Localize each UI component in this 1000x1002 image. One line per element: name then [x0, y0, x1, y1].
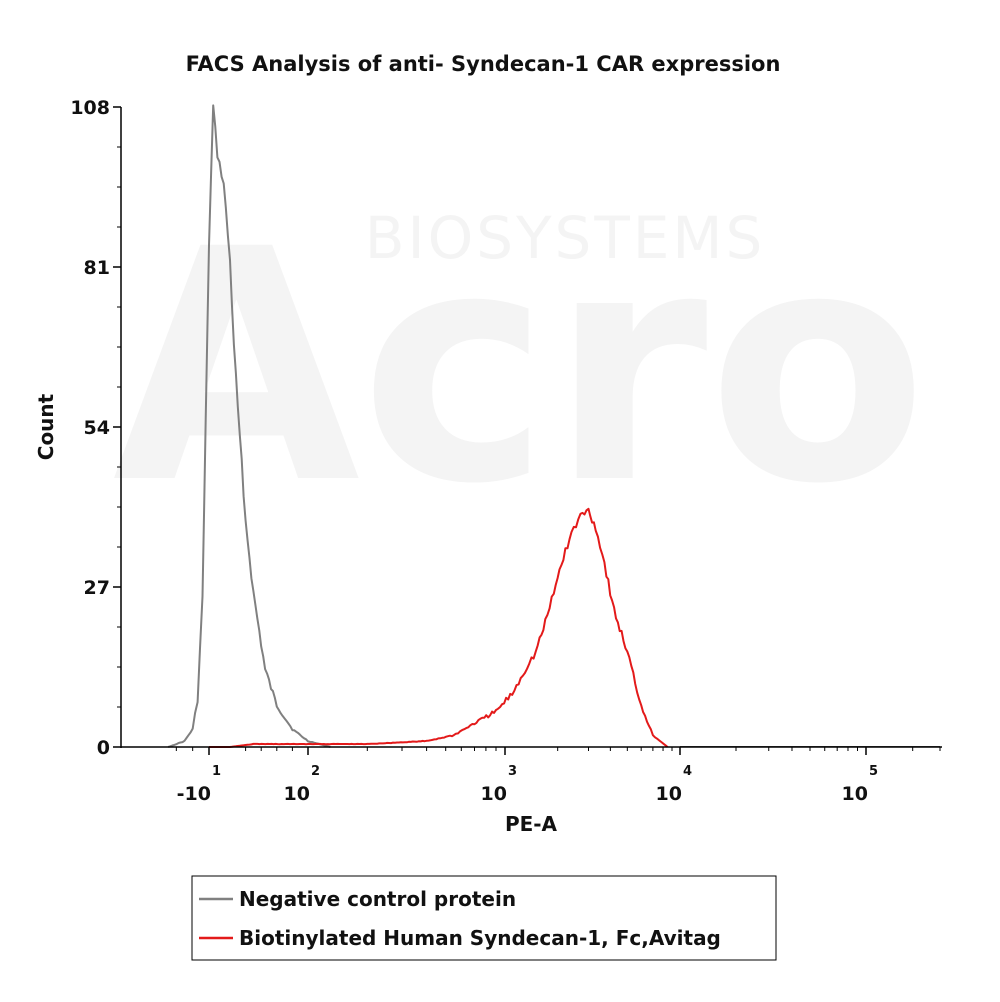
- y-tick-label: 81: [84, 257, 110, 279]
- x-tick-exponent: 5: [869, 764, 878, 779]
- y-ticks: 0 27 54 81 108: [70, 97, 121, 759]
- y-tick-label: 54: [84, 417, 110, 439]
- y-tick-label: 108: [70, 97, 110, 119]
- chart-title: FACS Analysis of anti- Syndecan-1 CAR ex…: [186, 52, 781, 76]
- x-tick-exponent: 3: [508, 764, 517, 779]
- legend-label: Biotinylated Human Syndecan-1, Fc,Avitag: [239, 926, 721, 950]
- legend-box: [191, 875, 777, 961]
- x-tick-label: -10: [177, 783, 211, 805]
- series-line-1: [209, 507, 669, 748]
- legend: Negative control protein Biotinylated Hu…: [191, 875, 777, 961]
- x-axis-label: PE-A: [505, 812, 558, 836]
- x-tick-label: 10: [481, 783, 507, 805]
- legend-label: Negative control protein: [239, 887, 516, 911]
- legend-item-biotinylated-syndecan: Biotinylated Human Syndecan-1, Fc,Avitag: [199, 926, 721, 950]
- x-tick-exponent: 4: [683, 764, 692, 779]
- series-line-0: [167, 104, 331, 748]
- y-tick-label: 0: [97, 737, 110, 759]
- legend-item-negative-control: Negative control protein: [199, 887, 516, 911]
- x-tick-exponent: 2: [311, 764, 320, 779]
- x-tick-label: 10: [284, 783, 310, 805]
- y-tick-label: 27: [84, 577, 110, 599]
- x-tick-label: 10: [842, 783, 868, 805]
- watermark-subtext: BIOSYSTEMS: [365, 204, 766, 272]
- x-tick-label: 10: [656, 783, 682, 805]
- x-tick-exponent: 1: [212, 764, 221, 779]
- y-axis-label: Count: [34, 393, 58, 460]
- watermark: BIOSYSTEMS Acro: [113, 182, 928, 554]
- watermark-brand: Acro: [113, 182, 928, 554]
